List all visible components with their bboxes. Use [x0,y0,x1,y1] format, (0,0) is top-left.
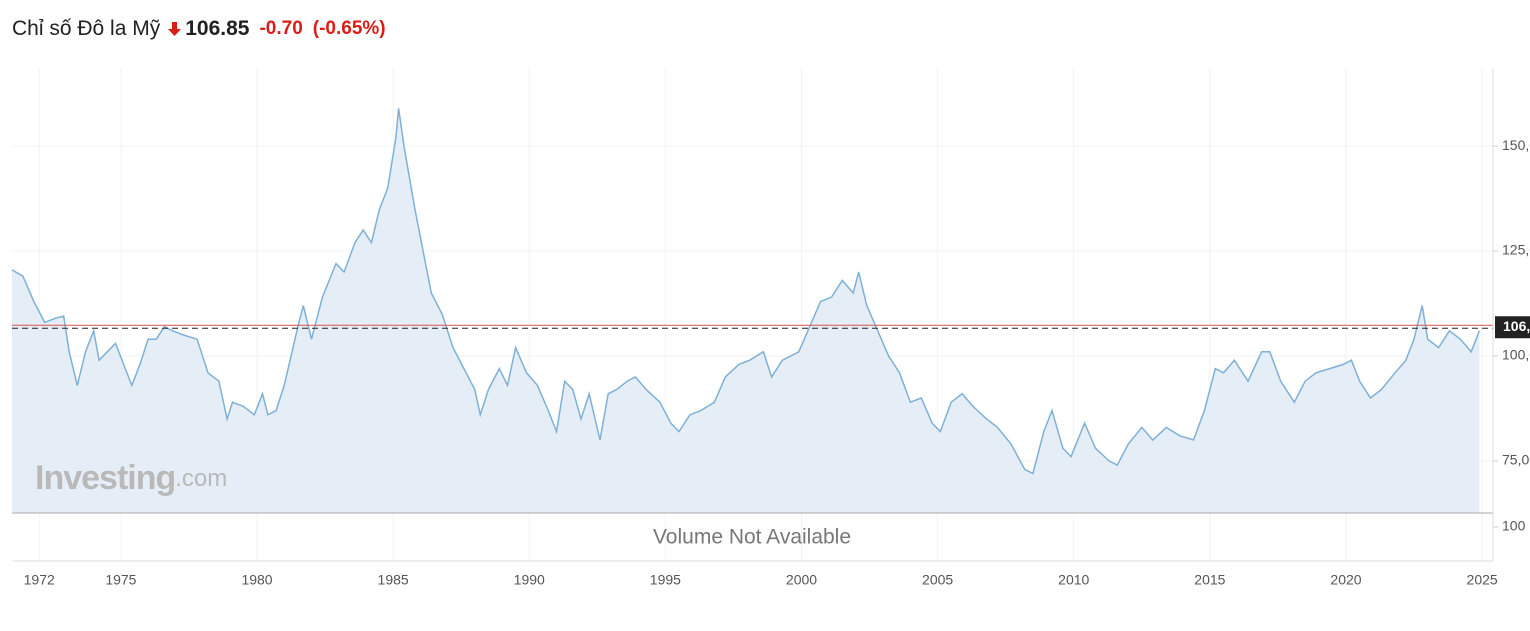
volume-tick-label: 100 [1502,518,1526,534]
volume-text: Volume Not Available [653,526,851,549]
y-tick-label: 125,00 [1502,242,1530,258]
x-tick-label: 2005 [922,572,953,588]
x-tick-label: 2010 [1058,572,1089,588]
price: 106.85 [185,17,250,40]
y-tick-label: 100,00 [1502,347,1530,363]
down-arrow [168,22,182,36]
line [11,108,1481,475]
title: Chỉ số Đô la Mỹ [12,17,161,40]
change-pct: (-0.65%) [312,18,386,39]
area [12,108,1480,514]
x-tick-label: 1985 [378,572,409,588]
x-tick-label: 2020 [1330,572,1361,588]
x-tick-label: 1972 [24,572,55,588]
x-tick-label: 2000 [786,572,817,588]
x-tick-label: 1980 [241,572,272,588]
last-value-box [1495,316,1530,339]
y-tick-label: 75,00 [1502,452,1530,468]
x-tick-label: 1990 [514,572,545,588]
watermark-brand: Investing [35,459,175,497]
x-tick-label: 1995 [650,572,681,588]
watermark: Investing.com [35,459,227,497]
last-value-label: 106,85 [1503,318,1530,334]
change: -0.70 [259,18,303,39]
y-tick-label: 150,00 [1502,137,1530,153]
header: Chỉ số Đô la Mỹ 106.85 -0.70 (-0.65%) [12,17,386,41]
x-tick-label: 1975 [105,572,136,588]
x-tick-label: 2015 [1194,572,1225,588]
x-tick-label: 2025 [1467,572,1498,588]
watermark-suffix: .com [175,465,227,492]
